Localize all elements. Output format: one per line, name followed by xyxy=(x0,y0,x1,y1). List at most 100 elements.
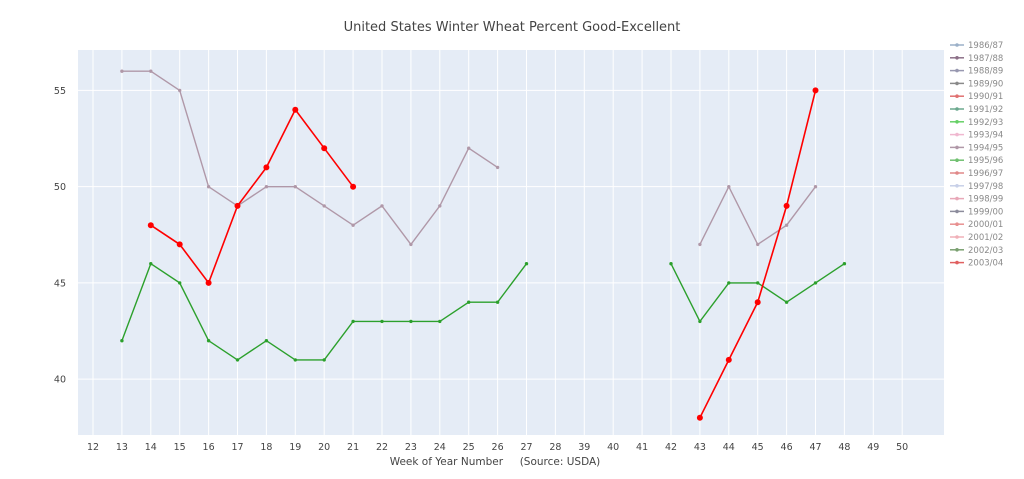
data-point[interactable] xyxy=(438,319,442,324)
series-2002-03 xyxy=(120,262,847,362)
legend-swatch-marker xyxy=(955,248,959,252)
legend-item[interactable]: 2001/02 xyxy=(950,233,1003,243)
x-tick-label: 39 xyxy=(578,442,590,453)
legend-item[interactable]: 2002/03 xyxy=(950,246,1003,256)
data-point[interactable] xyxy=(783,202,790,209)
data-point[interactable] xyxy=(524,262,529,266)
x-tick-label: 45 xyxy=(752,442,764,453)
legend-swatch-marker xyxy=(955,184,959,188)
legend-item[interactable]: 1992/93 xyxy=(950,118,1003,128)
data-point[interactable] xyxy=(438,204,442,208)
legend-label: 2001/02 xyxy=(968,233,1003,243)
data-point[interactable] xyxy=(350,183,357,190)
data-point[interactable] xyxy=(351,223,355,227)
data-point[interactable] xyxy=(813,185,818,189)
legend-item[interactable]: 1994/95 xyxy=(950,143,1003,153)
legend-item[interactable]: 1987/88 xyxy=(950,54,1003,64)
legend-item[interactable]: 1986/87 xyxy=(950,41,1003,51)
x-tick-label: 42 xyxy=(665,442,677,453)
legend-item[interactable]: 1998/99 xyxy=(950,195,1003,205)
legend-swatch-marker xyxy=(955,158,959,162)
data-point[interactable] xyxy=(292,106,299,113)
legend[interactable]: 1986/87 1987/88 1988/89 1989/90 1990/91 1991/… xyxy=(950,41,1003,269)
data-point[interactable] xyxy=(149,262,153,266)
data-point[interactable] xyxy=(234,202,241,209)
data-point[interactable] xyxy=(321,145,328,152)
data-point[interactable] xyxy=(754,299,761,306)
data-point[interactable] xyxy=(178,281,182,285)
legend-item[interactable]: 1993/94 xyxy=(950,131,1003,141)
legend-swatch-marker xyxy=(955,196,959,201)
data-point[interactable] xyxy=(120,339,124,343)
data-point[interactable] xyxy=(264,339,269,343)
data-point[interactable] xyxy=(813,281,818,285)
data-point[interactable] xyxy=(698,319,702,324)
data-point[interactable] xyxy=(380,319,384,324)
x-tick-label: 20 xyxy=(318,442,330,453)
series-line xyxy=(150,108,354,285)
data-point[interactable] xyxy=(727,185,731,189)
x-tick-label: 40 xyxy=(607,442,619,453)
legend-item[interactable]: 1990/91 xyxy=(950,92,1003,102)
data-point[interactable] xyxy=(263,164,270,171)
data-point[interactable] xyxy=(784,223,789,227)
data-point[interactable] xyxy=(322,358,326,362)
legend-item[interactable]: 1999/00 xyxy=(950,207,1003,217)
x-tick-label: 21 xyxy=(347,442,359,453)
legend-item[interactable]: 1989/90 xyxy=(950,79,1003,89)
x-tick-label: 26 xyxy=(492,442,504,453)
legend-item[interactable]: 1991/92 xyxy=(950,105,1003,115)
data-point[interactable] xyxy=(178,88,182,93)
legend-swatch-marker xyxy=(955,120,959,124)
data-point[interactable] xyxy=(206,339,211,343)
x-tick-label: 47 xyxy=(809,442,821,453)
y-tick-label: 55 xyxy=(54,86,66,97)
data-point[interactable] xyxy=(756,242,760,247)
data-point[interactable] xyxy=(293,185,297,189)
legend-label: 2003/04 xyxy=(968,259,1003,269)
data-point[interactable] xyxy=(149,69,153,73)
data-point[interactable] xyxy=(669,262,673,266)
data-point[interactable] xyxy=(264,185,269,189)
legend-item[interactable]: 1995/96 xyxy=(950,156,1003,166)
plot-area xyxy=(78,50,944,435)
data-point[interactable] xyxy=(727,281,731,285)
data-point[interactable] xyxy=(293,358,297,362)
data-point[interactable] xyxy=(206,185,211,189)
legend-item[interactable]: 1997/98 xyxy=(950,182,1003,192)
data-point[interactable] xyxy=(698,242,702,247)
legend-swatch-marker xyxy=(955,222,959,226)
x-tick-label: 41 xyxy=(636,442,648,453)
data-point[interactable] xyxy=(725,356,732,363)
data-point[interactable] xyxy=(696,414,703,421)
data-point[interactable] xyxy=(495,300,500,304)
series-1994-95 xyxy=(120,69,818,247)
data-point[interactable] xyxy=(205,279,212,286)
data-point[interactable] xyxy=(756,281,760,285)
data-point[interactable] xyxy=(467,300,471,304)
legend-swatch-marker xyxy=(955,68,959,73)
data-point[interactable] xyxy=(409,319,413,324)
legend-item[interactable]: 1996/97 xyxy=(950,169,1003,179)
data-point[interactable] xyxy=(380,204,384,208)
data-point[interactable] xyxy=(842,262,847,266)
legend-label: 1999/00 xyxy=(968,207,1003,217)
legend-swatch-marker xyxy=(955,43,959,47)
data-point[interactable] xyxy=(351,319,355,324)
series-group xyxy=(120,69,847,421)
data-point[interactable] xyxy=(176,241,183,248)
data-point[interactable] xyxy=(467,146,471,150)
data-point[interactable] xyxy=(495,165,500,170)
data-point[interactable] xyxy=(120,69,124,73)
data-point[interactable] xyxy=(784,300,789,304)
legend-item[interactable]: 2003/04 xyxy=(950,259,1003,269)
legend-item[interactable]: 2000/01 xyxy=(950,220,1003,230)
legend-item[interactable]: 1988/89 xyxy=(950,67,1003,77)
data-point[interactable] xyxy=(409,242,413,247)
legend-label: 1989/90 xyxy=(968,79,1003,89)
data-point[interactable] xyxy=(235,358,240,362)
data-point[interactable] xyxy=(812,87,819,94)
data-point[interactable] xyxy=(322,204,326,208)
legend-swatch-marker xyxy=(955,56,959,60)
data-point[interactable] xyxy=(147,222,154,229)
